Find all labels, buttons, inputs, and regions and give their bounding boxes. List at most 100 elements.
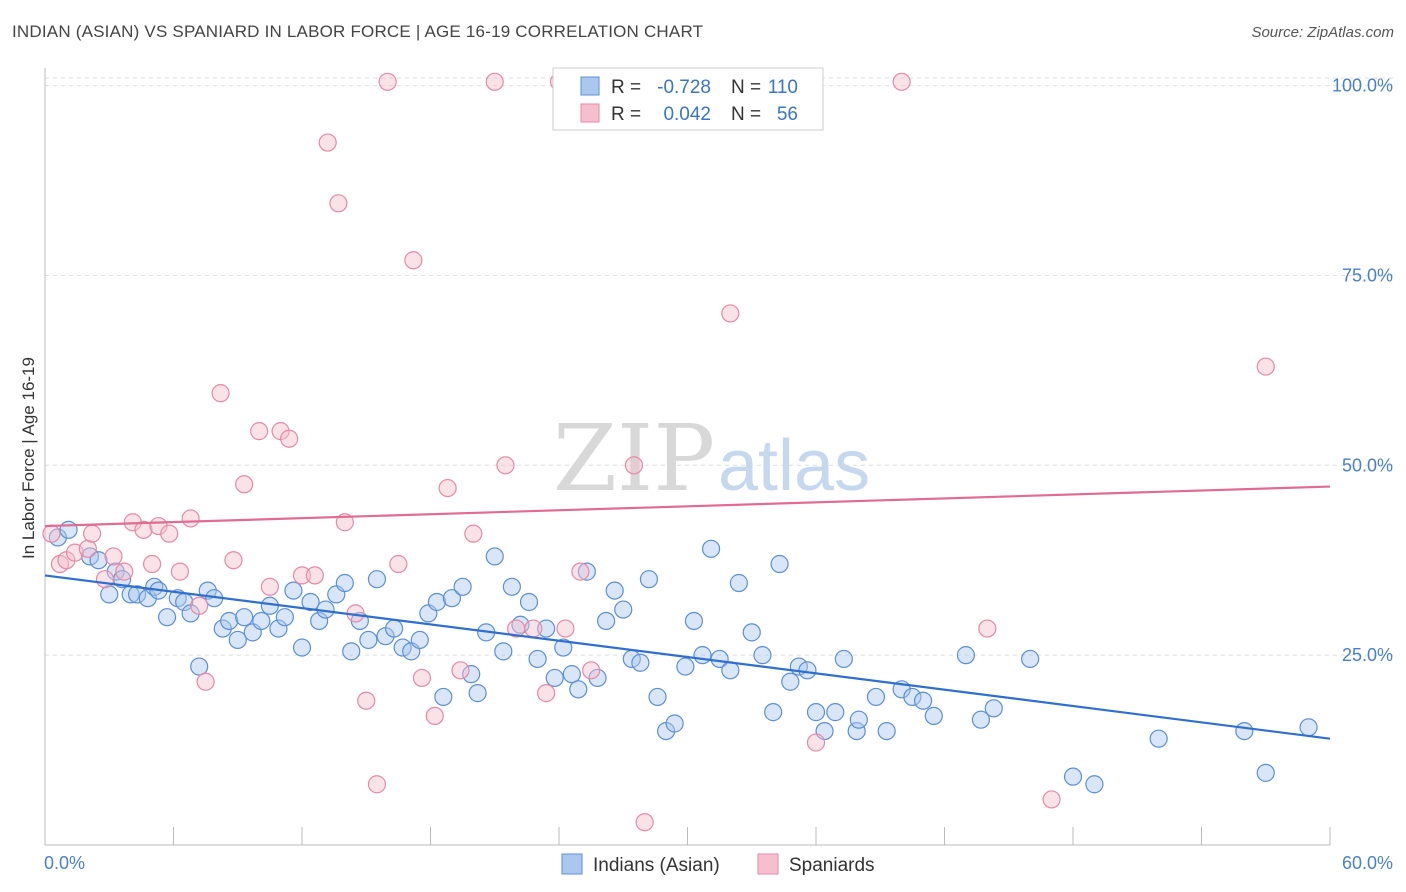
spaniards-trend-line — [44, 485, 1331, 528]
spaniards-point — [1256, 357, 1275, 376]
chart-title: INDIAN (ASIAN) VS SPANIARD IN LABOR FORC… — [12, 22, 704, 41]
indians-point — [721, 661, 740, 680]
indians-point — [742, 623, 761, 642]
x-tick-label-max: 60.0% — [1342, 853, 1393, 873]
spaniards-point — [160, 524, 179, 543]
spaniards-point — [635, 813, 654, 832]
legend-n-value: 110 — [768, 77, 798, 98]
indians-point — [275, 608, 294, 627]
legend: R = -0.728 N = 110 R = 0.042 N = 56 — [552, 67, 824, 131]
indians-point — [335, 573, 354, 593]
spaniards-point — [42, 524, 61, 543]
x-tick-label-min: 0.0% — [44, 853, 85, 873]
indians-point — [59, 520, 78, 539]
indians-point — [798, 661, 817, 680]
spaniards-point — [389, 554, 408, 574]
indians-point — [648, 687, 667, 707]
spaniards-point — [404, 251, 423, 270]
indians-trend-line — [44, 574, 1331, 740]
indians-point — [956, 646, 976, 665]
spaniards-point — [83, 524, 102, 543]
spaniards-point — [624, 456, 644, 475]
indians-point — [826, 703, 845, 722]
indians-point — [1149, 729, 1168, 748]
indians-point — [684, 611, 704, 631]
spaniards-point — [721, 304, 740, 323]
indians-point — [384, 619, 404, 638]
spaniards-point — [95, 570, 115, 589]
spaniards-point — [892, 72, 911, 91]
indians-point — [310, 611, 329, 631]
indians-point — [562, 665, 581, 684]
legend-n-label: N = — [731, 104, 761, 125]
y-tick-label: 75.0% — [1342, 265, 1393, 285]
indians-point — [228, 630, 247, 650]
indians-point — [1256, 763, 1275, 782]
bottom-legend-label-indians: Indians (Asian) — [593, 855, 720, 876]
indians-point — [367, 570, 387, 589]
indians-point — [252, 611, 271, 631]
indians-point — [502, 577, 521, 596]
spaniards-point — [181, 509, 200, 528]
spaniards-point — [806, 733, 826, 752]
indians-point — [729, 573, 749, 593]
indians-point — [342, 642, 361, 661]
indians-point — [292, 638, 312, 657]
spaniards-point — [260, 577, 279, 596]
legend-n-value: 56 — [777, 104, 798, 125]
indians-point — [213, 619, 232, 638]
spaniards-point — [978, 619, 997, 638]
indians-point — [1085, 775, 1104, 794]
spaniards-point — [318, 133, 337, 152]
indians-point — [269, 619, 288, 638]
watermark: ZIP atlas — [553, 405, 870, 512]
legend-swatch-indians — [580, 76, 600, 96]
indians-point — [427, 592, 447, 612]
spaniards-point — [357, 691, 376, 710]
indians-point — [190, 657, 209, 676]
indians-point — [127, 585, 147, 604]
spaniards-point — [134, 520, 153, 539]
spaniards-point — [571, 562, 590, 581]
indians-point — [847, 721, 866, 741]
indians-point — [220, 611, 239, 631]
bottom-legend-label-spaniards: Spaniards — [789, 855, 875, 876]
indians-point — [80, 547, 100, 566]
indians-point — [764, 703, 783, 722]
spaniards-point — [78, 539, 97, 558]
indians-point — [770, 554, 789, 574]
indians-point — [866, 687, 886, 707]
indians-point — [597, 611, 616, 631]
indians-point — [971, 710, 991, 729]
spaniards-point — [425, 706, 444, 726]
spaniards-point — [305, 566, 324, 585]
indians-point — [554, 638, 573, 657]
indians-point — [569, 680, 588, 699]
indians-point — [1021, 649, 1040, 669]
indians-point — [877, 721, 896, 741]
indians-point — [453, 577, 472, 596]
spaniards-point — [537, 684, 556, 703]
spaniards-point — [367, 775, 387, 794]
trend-lines — [44, 485, 1331, 740]
spaniards-point — [438, 478, 457, 498]
indians-point — [577, 562, 596, 581]
spaniards-point — [235, 475, 254, 494]
watermark-zip: ZIP — [553, 405, 715, 512]
indians-point — [301, 592, 320, 612]
bottom-legend-swatch-spaniards — [757, 853, 779, 875]
spaniards-point — [485, 72, 504, 91]
indians-point — [537, 619, 556, 638]
legend-n-label: N = — [731, 77, 761, 98]
indians-point — [462, 665, 481, 684]
indians-point — [485, 547, 504, 566]
indians-point — [519, 592, 539, 612]
indians-point — [410, 630, 429, 650]
spaniards-point — [250, 422, 269, 441]
spaniards-point — [582, 661, 601, 680]
spaniards-point — [412, 668, 432, 688]
spaniards-point — [142, 554, 162, 574]
spaniards-point — [524, 619, 543, 638]
spaniards-point — [292, 566, 312, 585]
